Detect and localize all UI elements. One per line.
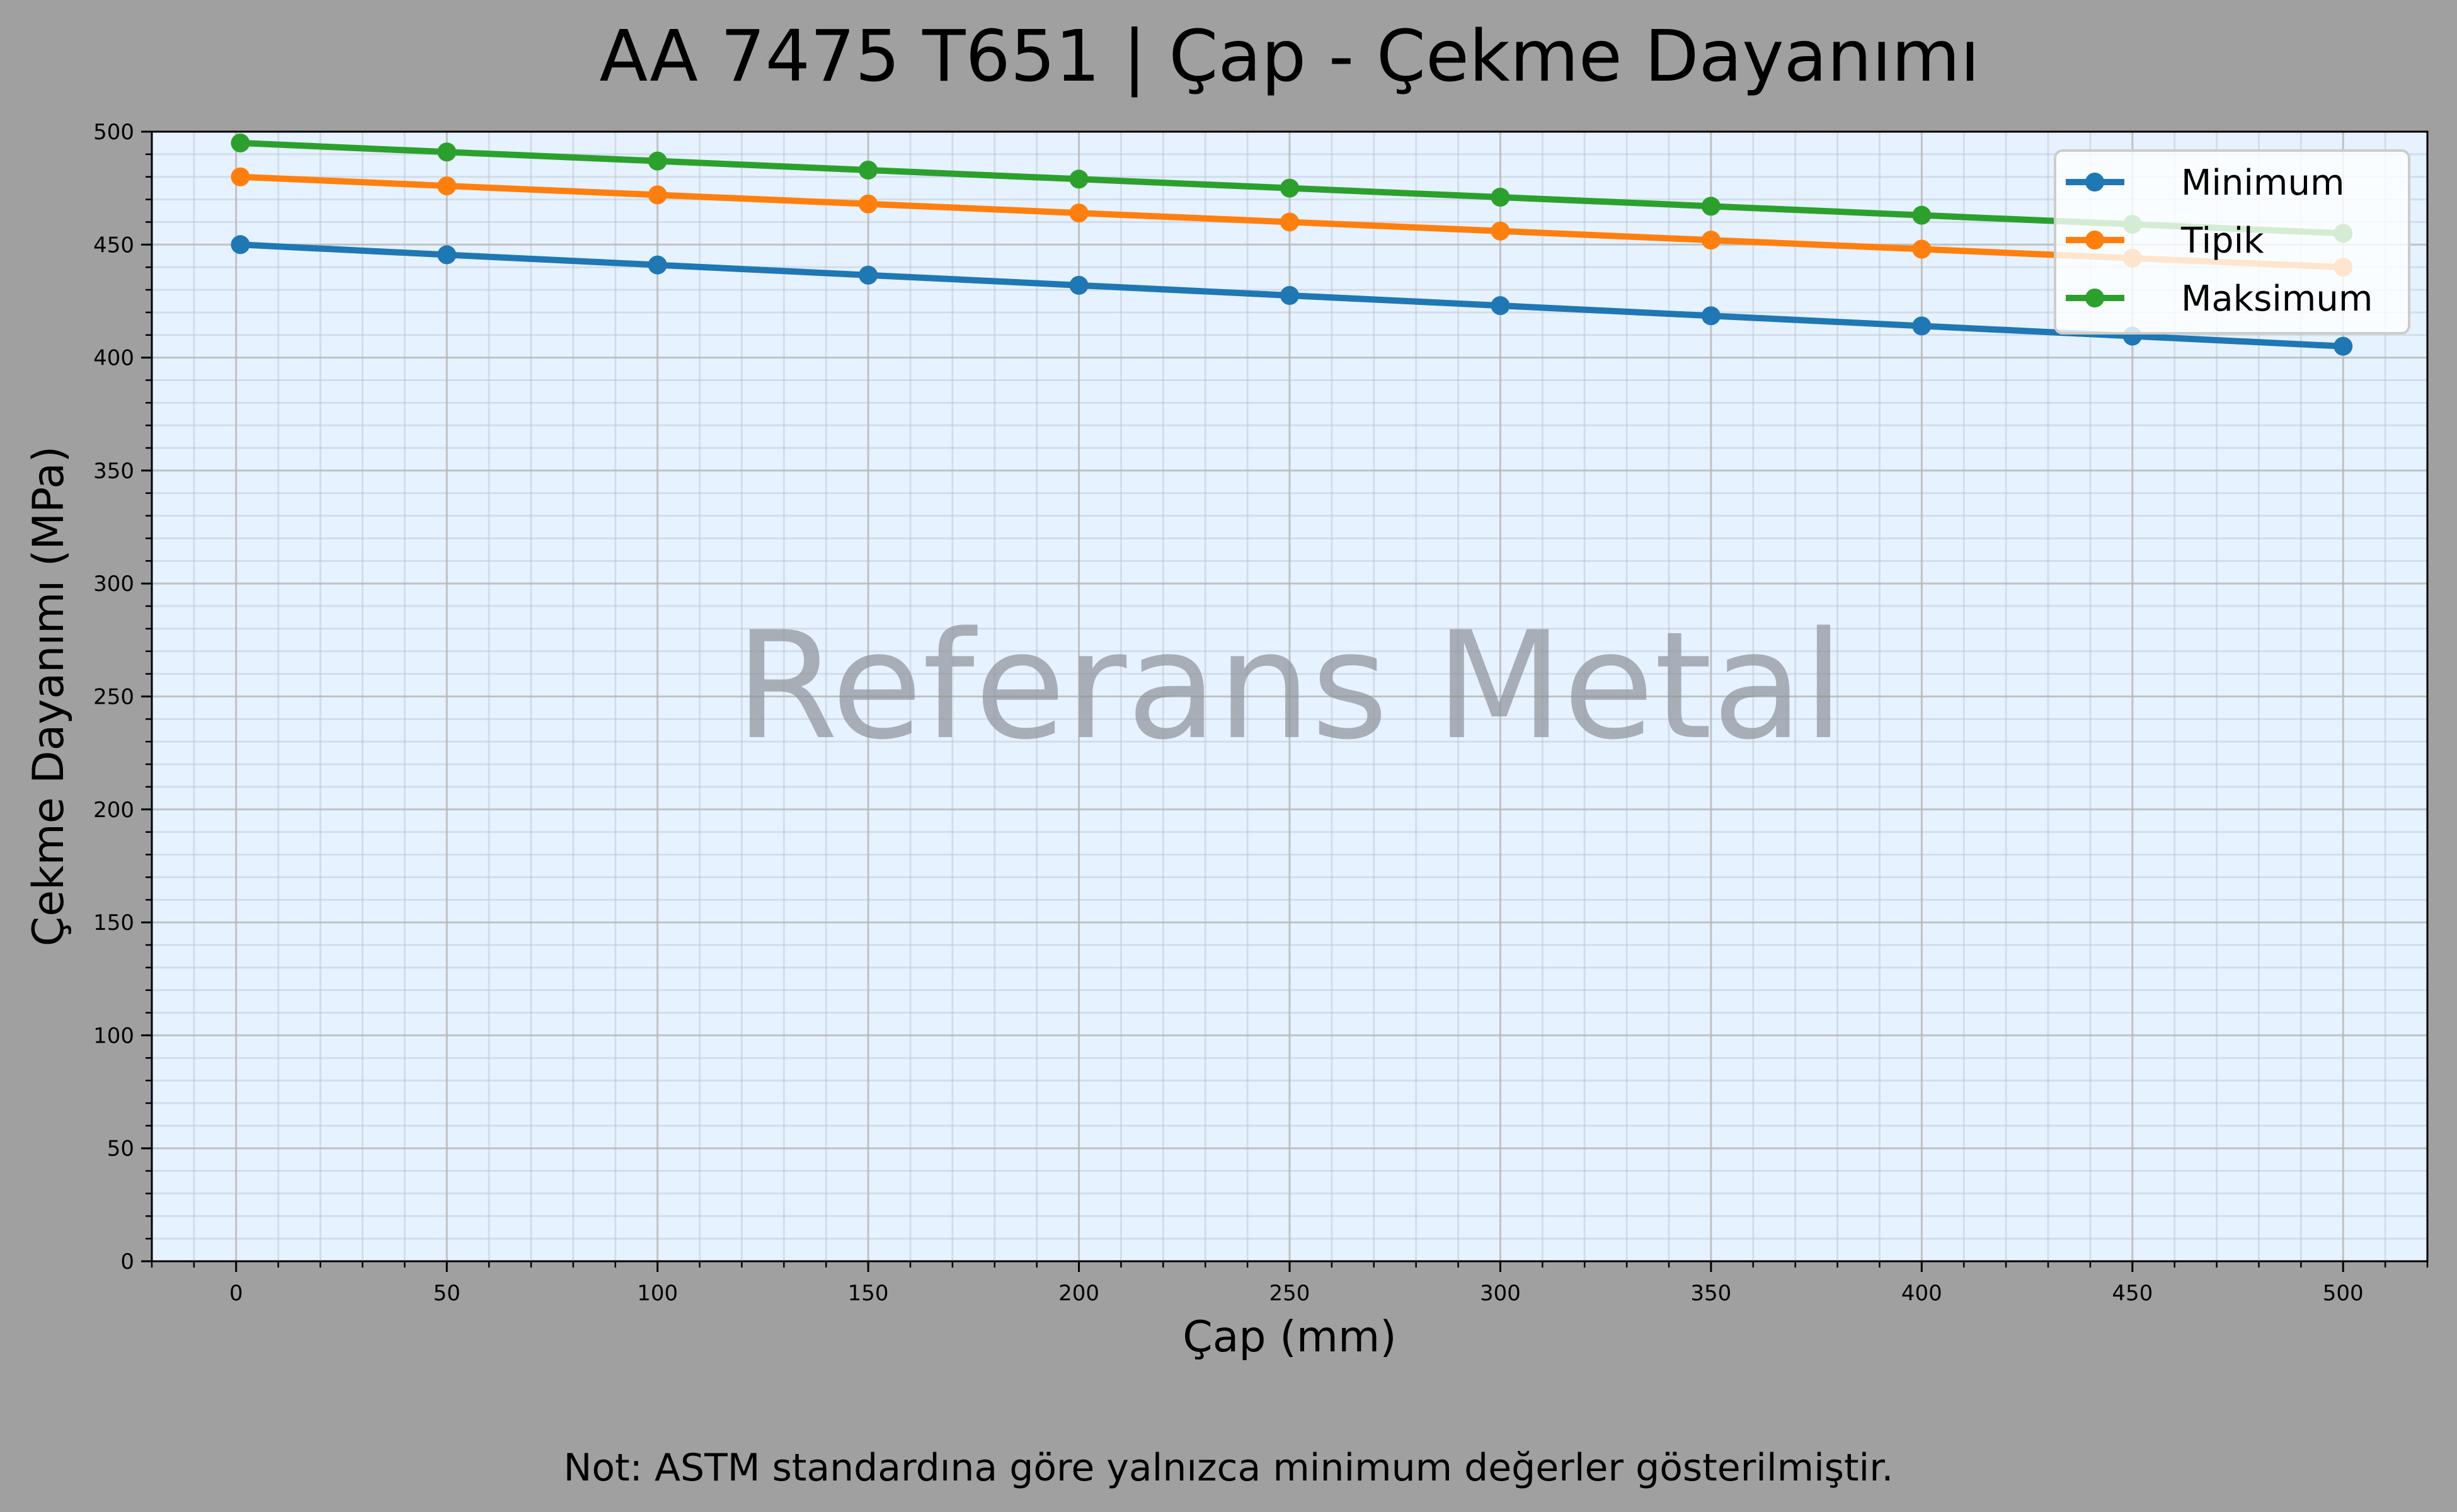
y-axis-label: Çekme Dayanımı (MPa) xyxy=(24,446,74,946)
data-point xyxy=(1069,203,1089,223)
x-tick-label: 0 xyxy=(229,1281,243,1306)
data-point xyxy=(648,151,667,171)
data-point xyxy=(2334,336,2353,356)
x-tick-label: 100 xyxy=(637,1281,678,1306)
y-tick-label: 300 xyxy=(93,571,134,597)
data-point xyxy=(1069,169,1089,189)
data-point xyxy=(648,185,667,205)
data-point xyxy=(1491,296,1510,316)
data-point xyxy=(437,176,457,196)
x-axis-label: Çap (mm) xyxy=(1183,1312,1396,1362)
x-tick-label: 200 xyxy=(1058,1281,1099,1306)
data-point xyxy=(1701,306,1721,326)
y-tick-label: 150 xyxy=(93,910,134,936)
data-point xyxy=(1280,285,1299,305)
data-point xyxy=(1912,205,1932,225)
data-point xyxy=(437,142,457,162)
legend: Minimum Tipik Maksimum xyxy=(2054,149,2410,335)
data-point xyxy=(648,255,667,275)
y-tick-label: 100 xyxy=(93,1023,134,1048)
footnote: Not: ASTM standardına göre yalnızca mini… xyxy=(564,1446,1894,1490)
data-point xyxy=(231,167,250,186)
data-point xyxy=(437,245,457,265)
data-point xyxy=(1701,197,1721,216)
legend-marker xyxy=(2085,231,2104,249)
series-tipik xyxy=(231,167,2353,277)
data-point xyxy=(859,160,878,180)
data-point xyxy=(1701,231,1721,250)
watermark: Referans Metal xyxy=(735,600,1844,772)
data-point xyxy=(1912,239,1932,259)
data-point xyxy=(1280,178,1299,198)
x-tick-label: 450 xyxy=(2112,1281,2153,1306)
x-tick-label: 500 xyxy=(2323,1281,2364,1306)
y-tick-label: 400 xyxy=(93,346,134,371)
legend-label: Minimum xyxy=(2181,163,2345,203)
data-point xyxy=(1491,187,1510,207)
x-tick-label: 400 xyxy=(1901,1281,1942,1306)
y-tick-label: 250 xyxy=(93,685,134,710)
data-point xyxy=(859,265,878,285)
x-tick-label: 350 xyxy=(1690,1281,1731,1306)
y-tick-label: 500 xyxy=(93,120,134,145)
x-tick-label: 250 xyxy=(1269,1281,1310,1306)
data-point xyxy=(859,194,878,214)
series-group xyxy=(231,133,2353,356)
data-point xyxy=(231,133,250,152)
y-tick-label: 0 xyxy=(120,1249,134,1274)
x-tick-label: 150 xyxy=(848,1281,889,1306)
legend-box xyxy=(2054,149,2410,335)
y-tick-label: 200 xyxy=(93,798,134,823)
y-tick-label: 50 xyxy=(107,1137,134,1162)
x-tick-label: 50 xyxy=(433,1281,461,1306)
data-point xyxy=(1280,212,1299,232)
legend-label: Tipik xyxy=(2180,220,2264,261)
data-point xyxy=(1491,221,1510,241)
legend-label: Maksimum xyxy=(2181,278,2373,319)
legend-marker xyxy=(2085,289,2104,307)
chart-title: AA 7475 T651 | Çap - Çekme Dayanımı xyxy=(600,16,1980,98)
y-tick-label: 350 xyxy=(93,459,134,484)
legend-marker xyxy=(2085,173,2104,192)
data-point xyxy=(231,235,250,255)
y-tick-label: 450 xyxy=(93,232,134,258)
axis-ticks: 0 50 100 150 200 250 300 350 400 450 500 0 50 100 150 2… xyxy=(93,120,2429,1306)
series-minimum xyxy=(231,235,2353,356)
data-point xyxy=(1912,316,1932,336)
data-point xyxy=(1069,275,1089,295)
x-tick-label: 300 xyxy=(1480,1281,1521,1306)
